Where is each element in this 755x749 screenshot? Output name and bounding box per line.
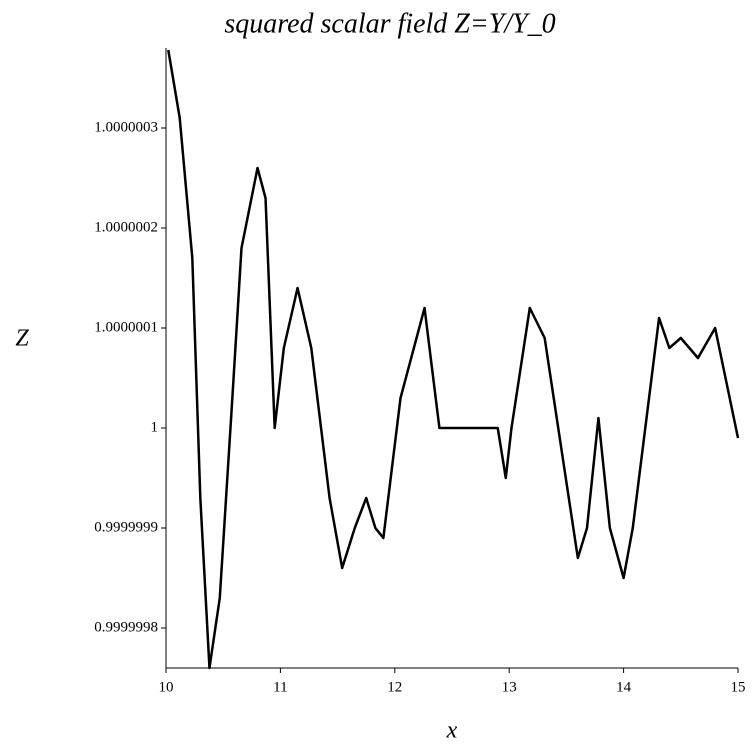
chart-title: squared scalar field Z=Y/Y_0: [224, 8, 555, 39]
y-axis-label: Z: [15, 326, 29, 352]
y-tick-label: 1.0000002: [94, 219, 158, 235]
x-axis-label: x: [446, 718, 458, 744]
x-tick-label: 11: [273, 679, 287, 695]
line: [167, 49, 740, 670]
x-tick-label: 15: [731, 679, 746, 695]
y-tick-label: 1: [151, 419, 159, 435]
y-tick-label: 1.0000003: [94, 119, 158, 135]
y-tick-label: 0.9999998: [94, 619, 158, 635]
x-tick-label: 13: [502, 679, 517, 695]
x-tick-label: 12: [387, 679, 402, 695]
y-tick-label: 1.0000001: [94, 319, 158, 335]
y-tick-label: 0.9999999: [94, 519, 158, 535]
x-tick-label: 14: [616, 679, 632, 695]
x-tick-label: 10: [159, 679, 174, 695]
